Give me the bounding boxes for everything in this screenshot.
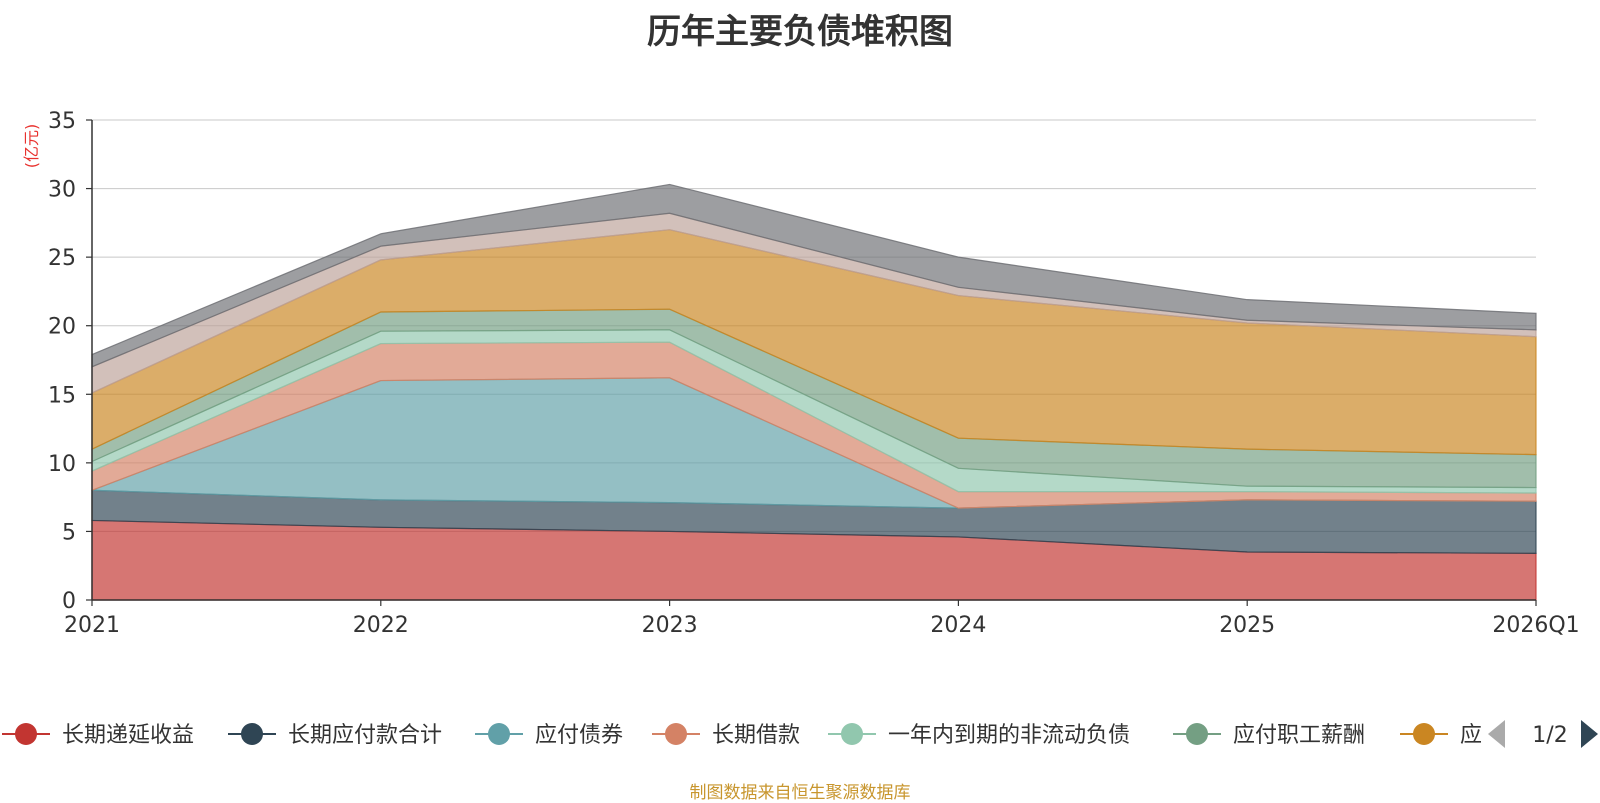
legend-marker — [488, 723, 510, 745]
legend-item-3[interactable]: 应付债券 — [475, 723, 623, 748]
y-tick-label-35: 35 — [48, 109, 76, 134]
data-source-note: 制图数据来自恒生聚源数据库 — [689, 783, 911, 803]
legend-marker — [1413, 723, 1435, 745]
legend-item-1[interactable]: 长期递延收益 — [2, 723, 194, 748]
legend-marker — [241, 723, 263, 745]
legend-marker — [841, 723, 863, 745]
y-tick-label-0: 0 — [62, 589, 76, 614]
legend-prev-icon[interactable] — [1488, 720, 1505, 748]
legend-item-5[interactable]: 一年内到期的非流动负债 — [828, 723, 1130, 748]
x-tick-label-4: 2025 — [1219, 613, 1275, 638]
y-axis-label: (亿元) — [22, 124, 41, 169]
x-tick-label-3: 2024 — [930, 613, 986, 638]
legend-label: 应 — [1460, 723, 1482, 748]
x-tick-label-5: 2026Q1 — [1492, 613, 1579, 638]
legend-label: 长期应付款合计 — [288, 723, 442, 748]
chart-title: 历年主要负债堆积图 — [647, 12, 953, 52]
legend-marker — [665, 723, 687, 745]
y-tick-label-30: 30 — [48, 178, 76, 203]
legend-label: 一年内到期的非流动负债 — [888, 723, 1130, 748]
legend-label: 应付职工薪酬 — [1233, 723, 1365, 748]
legend-marker — [1186, 723, 1208, 745]
legend-label: 长期借款 — [712, 723, 800, 748]
x-tick-label-0: 2021 — [64, 613, 120, 638]
legend-item-2[interactable]: 长期应付款合计 — [228, 723, 442, 748]
legend-label: 应付债券 — [535, 723, 623, 748]
y-tick-label-25: 25 — [48, 246, 76, 271]
legend-page-indicator: 1/2 — [1532, 723, 1567, 748]
legend[interactable]: 长期递延收益 长期应付款合计 应付债券 长期借款 一年内到期的非流动负债 应付职工薪酬 应 1… — [2, 720, 1598, 748]
legend-next-icon[interactable] — [1581, 720, 1598, 748]
x-tick-label-2: 2023 — [642, 613, 698, 638]
x-tick-label-1: 2022 — [353, 613, 409, 638]
y-tick-label-10: 10 — [48, 452, 76, 477]
legend-item-6[interactable]: 应付职工薪酬 — [1173, 723, 1365, 748]
legend-item-7[interactable]: 应 — [1400, 723, 1482, 748]
legend-marker — [15, 723, 37, 745]
y-tick-label-5: 5 — [62, 520, 76, 545]
y-tick-label-20: 20 — [48, 315, 76, 340]
y-tick-label-15: 15 — [48, 383, 76, 408]
legend-item-4[interactable]: 长期借款 — [652, 723, 800, 748]
legend-label: 长期递延收益 — [62, 723, 194, 748]
area-series — [91, 183, 1537, 601]
area-series-9 — [91, 183, 1537, 368]
